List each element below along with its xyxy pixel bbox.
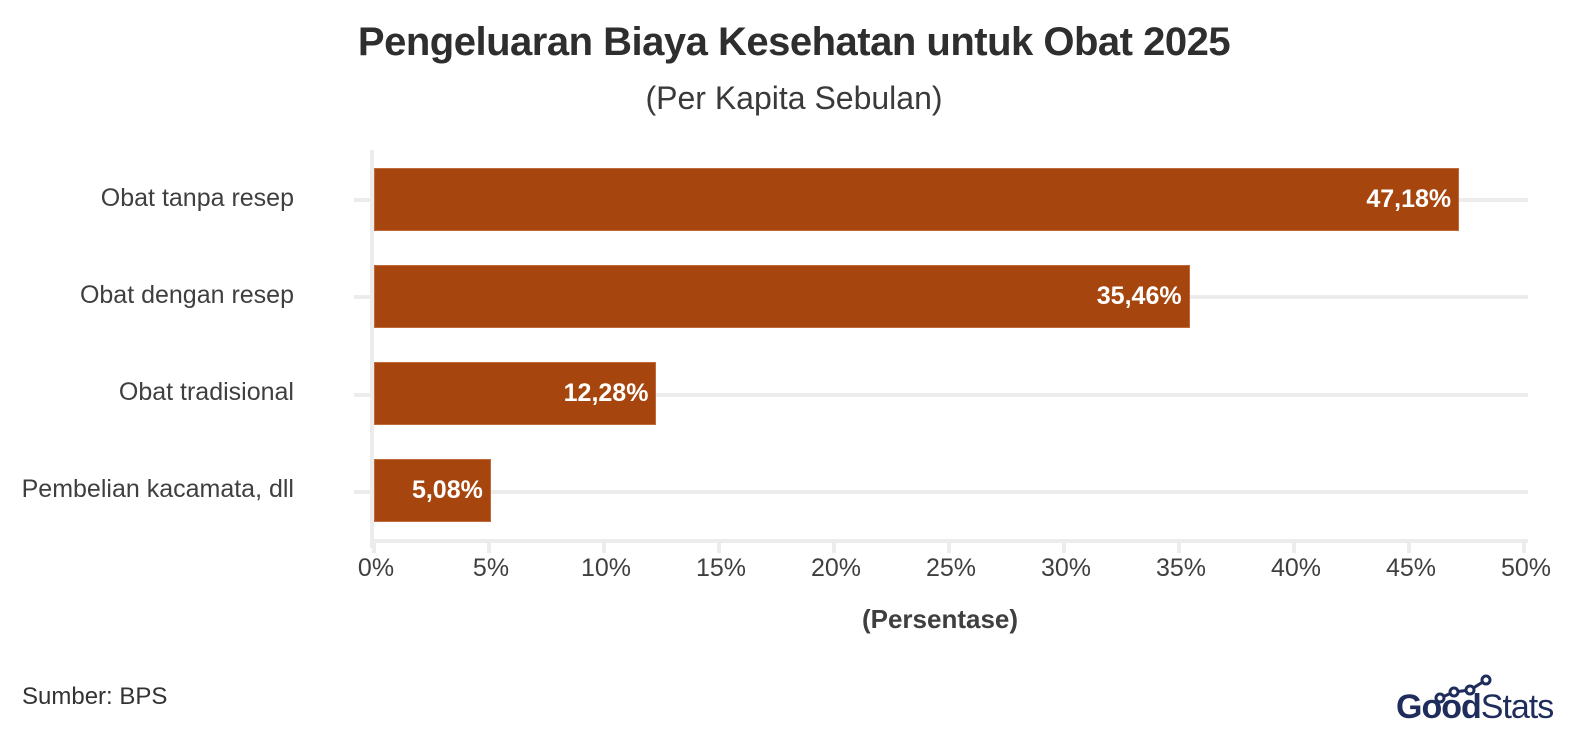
bar: 47,18% (374, 168, 1460, 231)
x-tick-label: 15% (695, 554, 747, 582)
x-tick (1407, 543, 1411, 553)
x-tick-label: 10% (580, 554, 632, 582)
x-tick-label: 30% (1040, 554, 1092, 582)
bar: 12,28% (374, 362, 657, 425)
x-tick (717, 543, 721, 553)
x-axis-line (370, 539, 1528, 543)
category-label: Obat tradisional (118, 378, 294, 406)
x-tick (487, 543, 491, 553)
category-label: Obat tanpa resep (100, 184, 294, 212)
x-tick (602, 543, 606, 553)
x-tick (832, 543, 836, 553)
bar-value-label: 5,08% (411, 476, 483, 504)
bar-value-label: 35,46% (1096, 282, 1182, 310)
x-tick-label: 50% (1500, 554, 1552, 582)
bar: 35,46% (374, 265, 1190, 328)
x-tick-label: 25% (925, 554, 977, 582)
category-label: Pembelian kacamata, dll (21, 475, 294, 503)
x-tick (1522, 543, 1526, 553)
x-tick-label: 35% (1155, 554, 1207, 582)
bar-value-label: 47,18% (1366, 185, 1452, 213)
plot-area: 47,18% 35,46% 12,28% 5,08% Obat tanpa re… (22, 150, 1551, 582)
x-tick-label: 5% (472, 554, 510, 582)
x-tick-label: 0% (357, 554, 395, 582)
x-axis-title: (Persentase) (861, 604, 1019, 634)
x-tick (1177, 543, 1181, 553)
x-tick (1062, 543, 1066, 553)
chart-title: Pengeluaran Biaya Kesehatan untuk Obat 2… (357, 20, 1231, 64)
y-axis-line (370, 150, 374, 548)
x-tick-label: 20% (810, 554, 862, 582)
goodstats-logo: GoodStats (1396, 672, 1556, 726)
source-note: Sumber: BPS (22, 683, 168, 710)
x-tick (1292, 543, 1296, 553)
bar-value-label: 12,28% (563, 379, 649, 407)
logo-wordmark: GoodStats (1396, 688, 1554, 726)
x-tick (947, 543, 951, 553)
x-tick-label: 40% (1270, 554, 1322, 582)
chart-subtitle: (Per Kapita Sebulan) (645, 80, 943, 116)
x-tick (372, 543, 376, 553)
bar: 5,08% (374, 459, 491, 522)
x-tick-label: 45% (1385, 554, 1437, 582)
line-chart-dots-icon (1434, 674, 1492, 704)
gridline (354, 490, 1528, 494)
gridline (354, 393, 1528, 397)
category-label: Obat dengan resep (79, 281, 294, 309)
